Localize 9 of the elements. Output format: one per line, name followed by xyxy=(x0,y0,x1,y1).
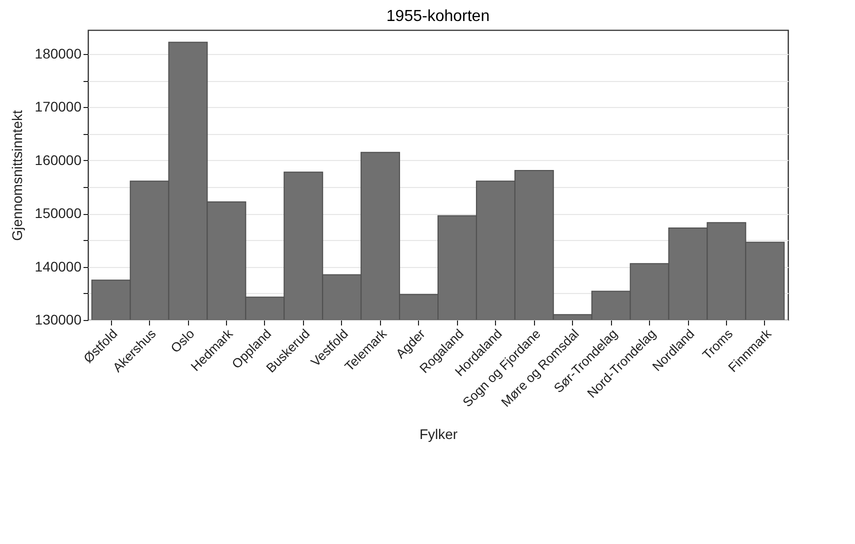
y-tick-label: 180000 xyxy=(34,45,82,62)
y-tick-label: 150000 xyxy=(34,205,82,222)
y-tick-label: 140000 xyxy=(34,258,82,274)
y-tick-label: 170000 xyxy=(34,98,82,115)
chart-subtitle: 1955-kohorten xyxy=(386,8,490,25)
x-axis-title: Fylker xyxy=(419,426,458,442)
y-tick-label: 130000 xyxy=(34,312,82,328)
y-axis-title: Gjennomsnittsinntekt xyxy=(8,110,25,241)
y-tick-label: 160000 xyxy=(34,152,82,168)
